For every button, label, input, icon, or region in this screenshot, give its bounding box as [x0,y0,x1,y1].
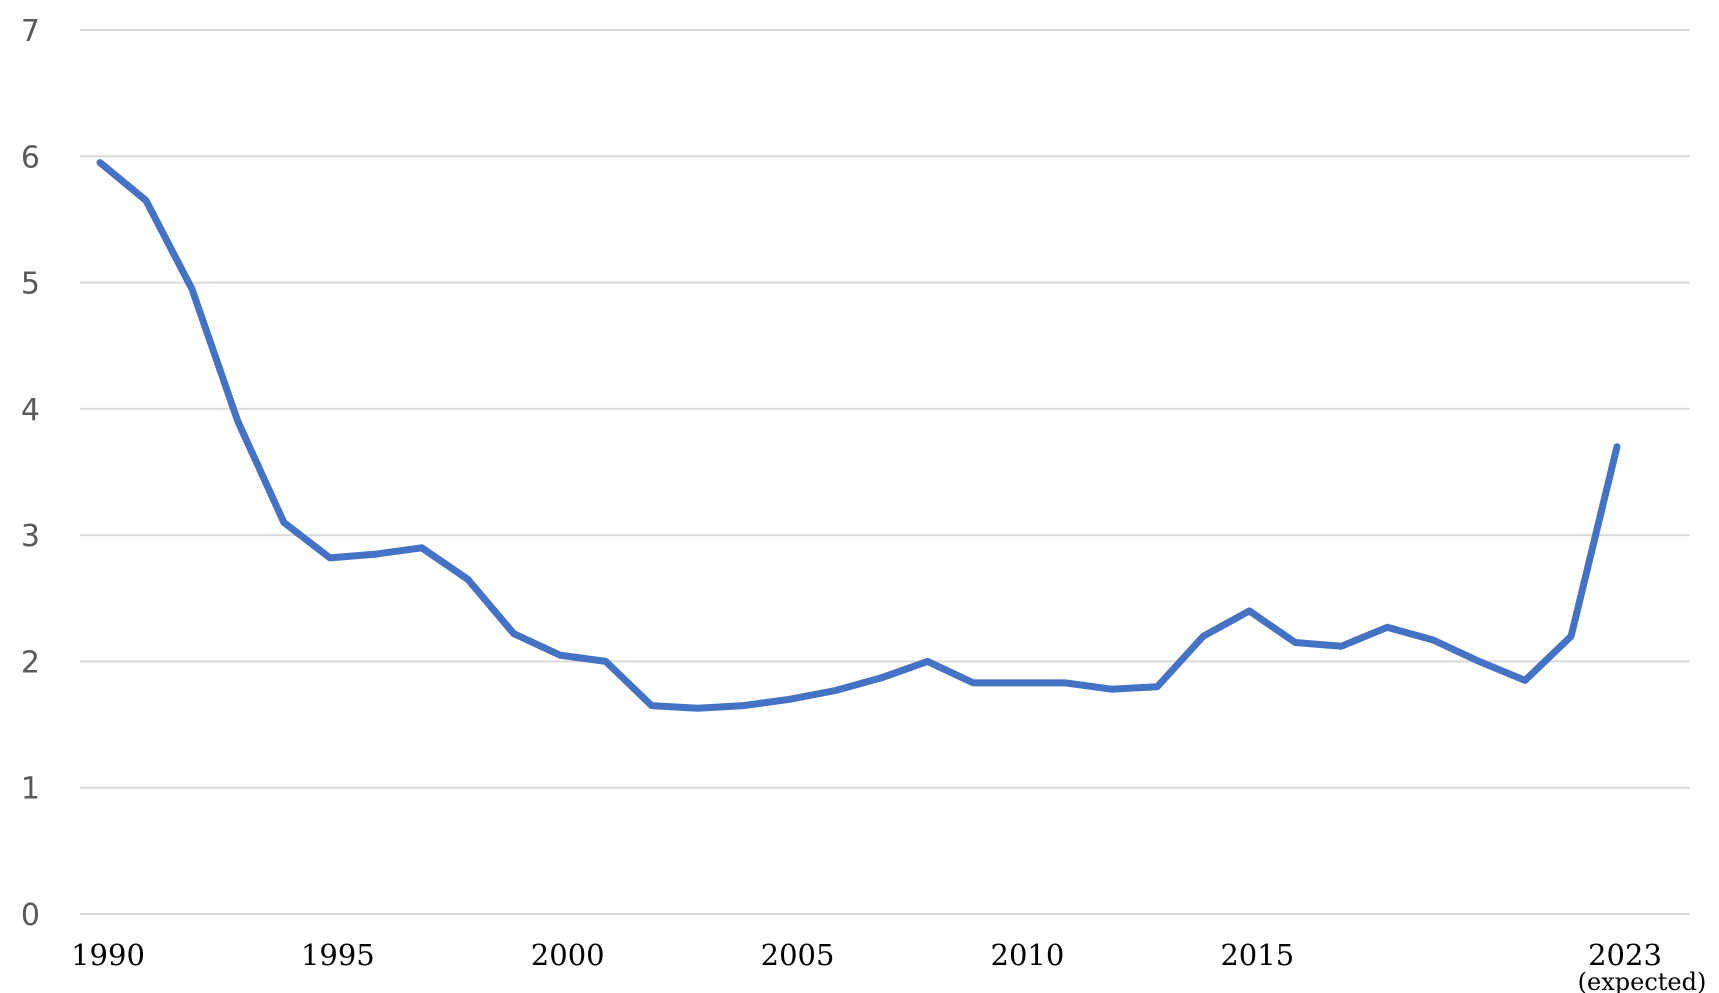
series-line-0 [96,159,1621,712]
data-point [1246,608,1252,614]
data-point [235,418,241,424]
data-point [281,520,287,526]
data-point [695,705,701,711]
data-point [649,703,655,709]
x-tick-sublabel: (expected) [1578,968,1707,993]
x-tick-label: 2010 [991,938,1065,972]
data-point [189,286,195,292]
y-tick-label: 4 [21,393,40,428]
data-point [741,703,747,709]
x-tick-label: 2000 [531,938,605,972]
y-tick-label: 0 [21,898,40,933]
gridlines [80,29,1690,915]
x-tick-label: 2015 [1220,938,1294,972]
y-tick-label: 6 [21,140,40,175]
data-point [1154,684,1160,690]
data-point [1384,624,1390,630]
y-axis-ticks: 0 1 2 3 4 5 6 7 [21,14,40,933]
data-point [1200,633,1206,639]
data-point [143,197,149,203]
data-point [1062,680,1068,686]
data-point [1016,680,1022,686]
data-point [97,160,103,166]
data-point [1522,677,1528,683]
data-point [1476,658,1482,664]
data-point [511,631,517,637]
data-point [1338,643,1344,649]
data-point [465,576,471,582]
data-point [879,675,885,681]
data-point [1568,633,1574,639]
data-point [924,658,930,664]
data-point [419,545,425,551]
y-tick-label: 3 [21,519,40,554]
data-point [787,696,793,702]
data-point [557,652,563,658]
x-tick-label: 1990 [71,938,145,972]
x-tick-label: 2023 [1588,938,1662,972]
data-point [603,658,609,664]
data-point [1292,639,1298,645]
x-tick-label: 2005 [761,938,835,972]
data-point [970,680,976,686]
data-point [327,555,333,561]
data-point [1614,444,1620,450]
x-tick-label: 1995 [301,938,375,972]
series-layer [96,159,1621,712]
data-point [833,687,839,693]
y-tick-label: 7 [21,14,40,49]
data-point [1108,686,1114,692]
data-point [373,551,379,557]
y-tick-label: 2 [21,645,40,680]
y-tick-label: 1 [21,772,40,807]
data-point [1430,637,1436,643]
y-tick-label: 5 [21,267,40,302]
x-axis-ticks: 1990 1995 2000 2005 2010 2015 2023(expected) [71,938,1706,993]
